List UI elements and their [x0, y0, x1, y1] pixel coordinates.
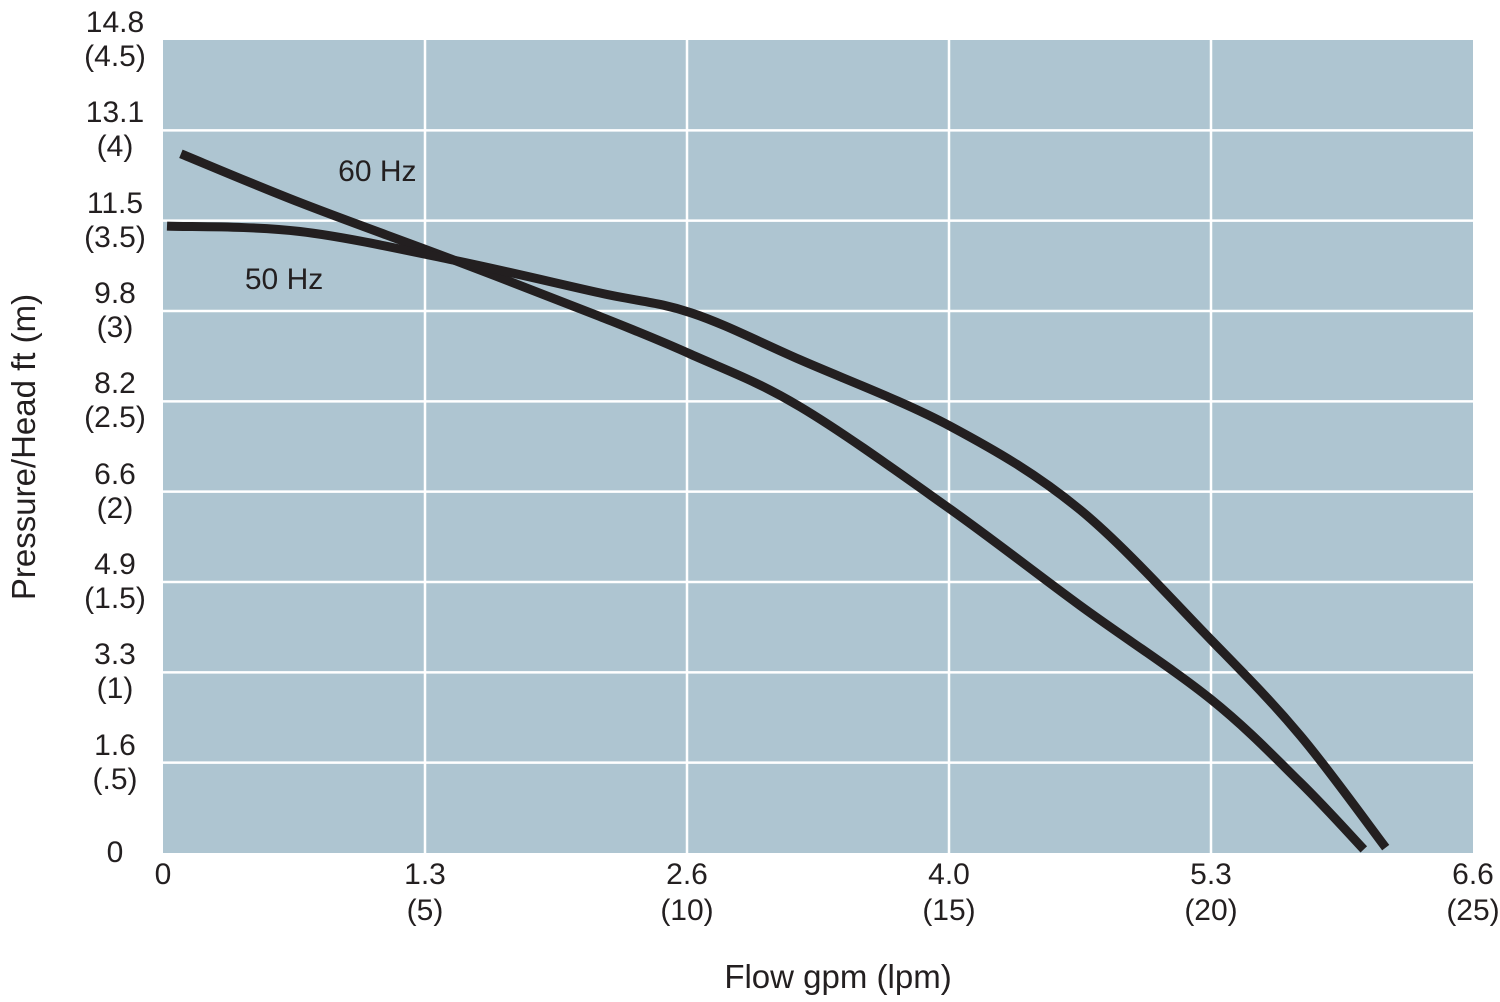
x-tick-label: 4.0 (15) — [922, 858, 976, 927]
y-tick-label: 3.3 (1) — [94, 638, 136, 706]
x-tick-label: 5.3 (20) — [1184, 858, 1238, 927]
x-tick-label: 6.6 (25) — [1446, 858, 1500, 927]
y-tick-label: 1.6 (.5) — [92, 728, 138, 796]
y-tick-label: 13.1 (4) — [85, 96, 145, 164]
y-tick-label: 9.8 (3) — [94, 277, 136, 344]
series-label-60-hz: 60 Hz — [338, 154, 417, 188]
y-axis-title: Pressure/Head ft (m) — [5, 293, 42, 601]
y-tick-label: 4.9 (1.5) — [84, 548, 146, 615]
plot-area — [163, 40, 1473, 853]
y-tick-label: 8.2 (2.5) — [84, 367, 146, 435]
x-tick-label: 2.6 (10) — [660, 858, 714, 927]
x-tick-label: 0 — [154, 858, 172, 891]
y-tick-label: 14.8 (4.5) — [84, 6, 146, 73]
x-axis-title: Flow gpm (lpm) — [724, 958, 952, 995]
series-label-50-hz: 50 Hz — [244, 263, 324, 297]
y-tick-label: 6.6 (2) — [94, 457, 136, 525]
y-tick-label: 0 — [106, 836, 124, 869]
x-tick-label: 1.3 (5) — [404, 858, 446, 927]
curve-50-hz — [166, 221, 1390, 851]
curve-60-hz — [179, 149, 1368, 853]
y-tick-label: 11.5 (3.5) — [84, 186, 146, 254]
